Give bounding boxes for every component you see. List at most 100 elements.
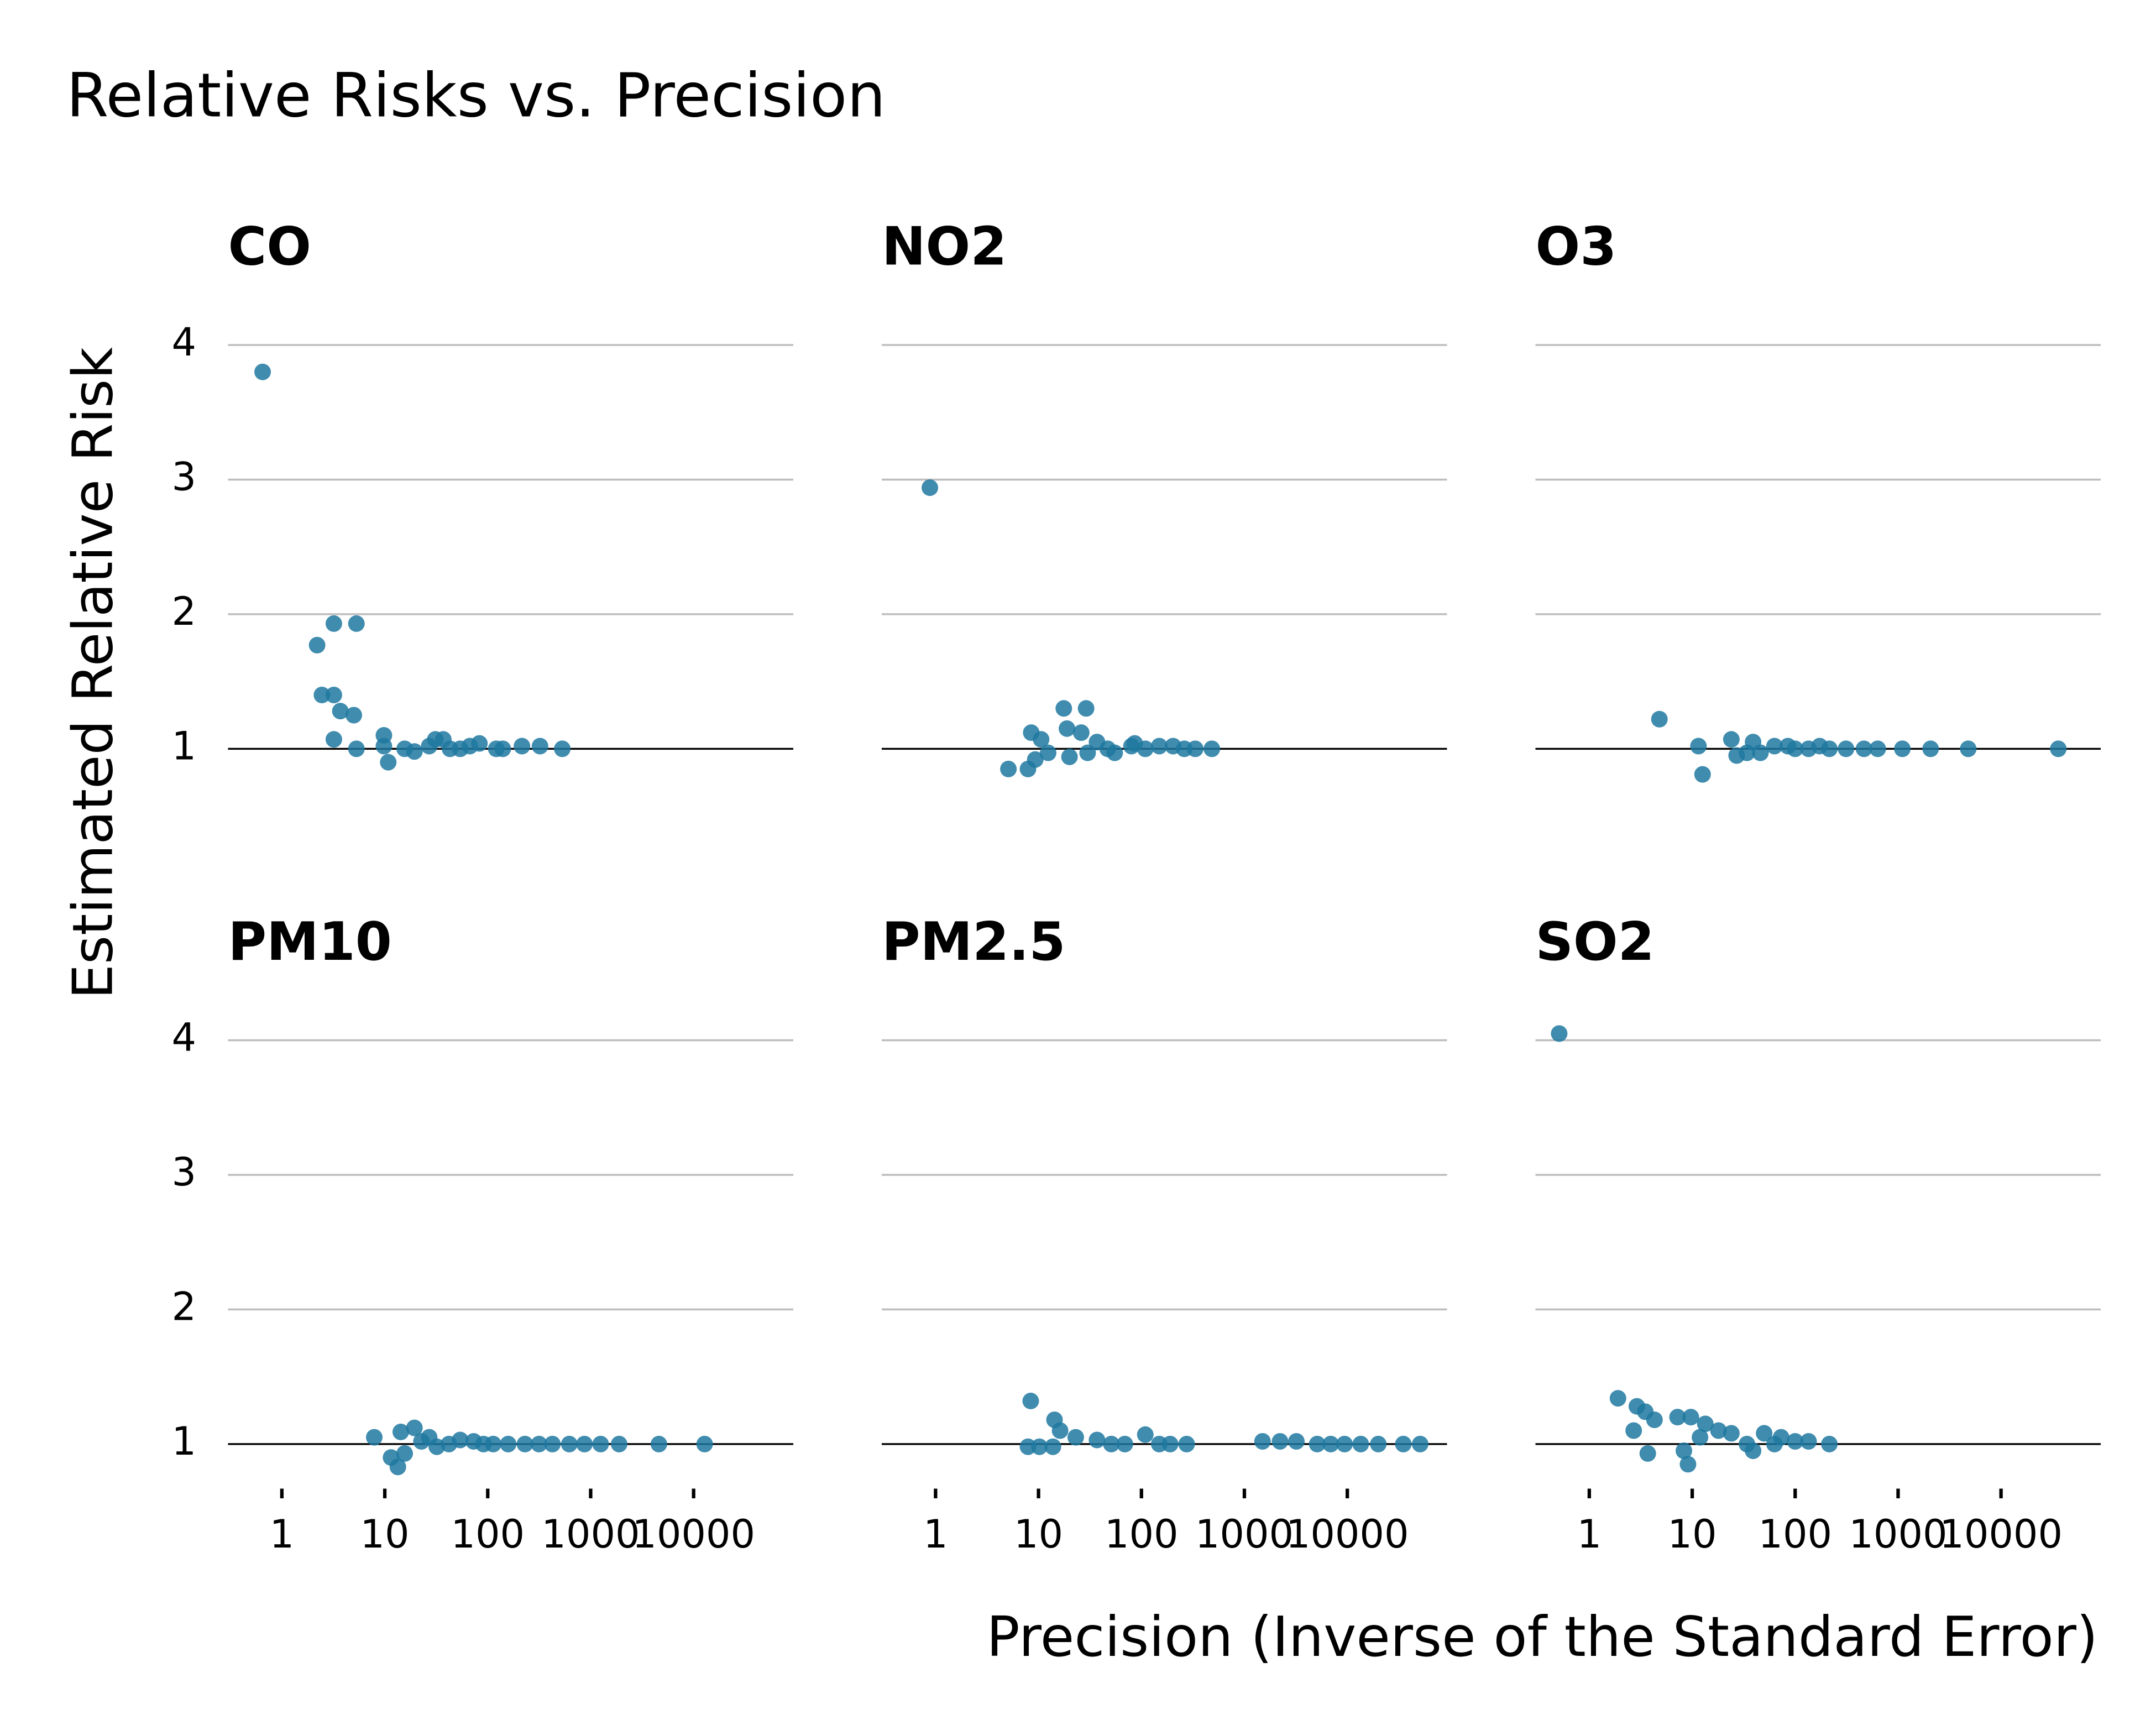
point [2050,740,2067,757]
point [406,1419,423,1436]
point [1756,1425,1773,1442]
point [1395,1435,1412,1452]
point [346,707,363,724]
point [313,686,331,703]
x-tick-label: 10000 [632,1512,755,1557]
point [1787,1433,1804,1450]
point [1161,1435,1179,1452]
point [1669,1409,1686,1426]
point [1679,1456,1697,1473]
y-tick-label: 4 [171,1015,196,1060]
point [516,1435,533,1452]
point [325,686,342,703]
point [1639,1445,1656,1462]
point [1609,1390,1626,1407]
chart-title: Relative Risks vs. Precision [66,60,886,130]
x-tick-label: 1 [923,1512,948,1557]
point [348,615,365,632]
point [1000,760,1017,777]
point [1625,1422,1642,1439]
point [1894,740,1911,757]
x-tick-label: 1 [270,1512,295,1557]
point [1855,740,1872,757]
y-tick-label: 1 [171,723,196,769]
point [396,1445,414,1462]
point [1044,1438,1061,1455]
x-tick-label: 1 [1577,1512,1602,1557]
x-tick-label: 1000 [1849,1512,1947,1557]
point [1352,1435,1369,1452]
y-tick-label: 3 [171,1149,196,1195]
point [1055,700,1072,717]
point [1187,740,1204,757]
point [561,1435,578,1452]
point [325,731,342,748]
point [1059,720,1076,737]
point [380,754,397,771]
point [406,743,423,760]
point [1051,1422,1069,1439]
x-tick-label: 10 [360,1512,410,1557]
point [1022,1392,1039,1409]
y-tick-label: 2 [171,1284,196,1329]
point [308,636,326,654]
point [1723,1425,1740,1442]
x-tick-label: 1000 [541,1512,640,1557]
point [1838,740,1855,757]
facet-title: PM2.5 [882,912,1065,973]
point [1061,748,1078,765]
point [1869,740,1886,757]
facet-title: SO2 [1536,912,1655,973]
point [1821,1435,1838,1452]
point [650,1435,667,1452]
y-tick-label: 1 [171,1419,196,1464]
x-tick-label: 1000 [1195,1512,1294,1557]
point [1697,1415,1714,1433]
point [452,1431,469,1449]
point [325,615,342,632]
point [1103,1435,1120,1452]
point [1137,740,1154,757]
point [1106,744,1123,761]
y-tick-label: 2 [171,589,196,634]
point [1031,1438,1048,1455]
point [1033,731,1050,748]
point [554,740,571,757]
facet-title: CO [228,216,311,277]
point [1089,1431,1106,1449]
point [610,1435,627,1452]
point [389,1459,406,1476]
x-tick-label: 100 [1758,1512,1832,1557]
point [1745,1442,1762,1460]
point [1922,740,1939,757]
point [1271,1433,1289,1450]
point [1370,1435,1387,1452]
point [485,1435,502,1452]
y-axis-label: Estimated Relative Risk [60,347,125,999]
point [348,740,365,757]
x-tick-label: 100 [1105,1512,1179,1557]
point [1151,738,1168,755]
point [1027,751,1044,768]
facet-title: PM10 [228,912,392,973]
point [392,1423,409,1440]
point [544,1435,561,1452]
point [1960,740,1977,757]
point [1772,1429,1789,1446]
point [1322,1435,1339,1452]
point [1288,1433,1305,1450]
point [1137,1426,1154,1443]
point [494,740,511,757]
point [1821,740,1838,757]
x-tick-label: 10000 [1939,1512,2063,1557]
point [1694,766,1711,783]
point [1203,740,1221,757]
point [375,738,393,755]
point [576,1435,593,1452]
point [1067,1429,1084,1446]
point [1411,1435,1428,1452]
point [1787,740,1804,757]
point [1072,724,1090,741]
point [1710,1422,1727,1439]
